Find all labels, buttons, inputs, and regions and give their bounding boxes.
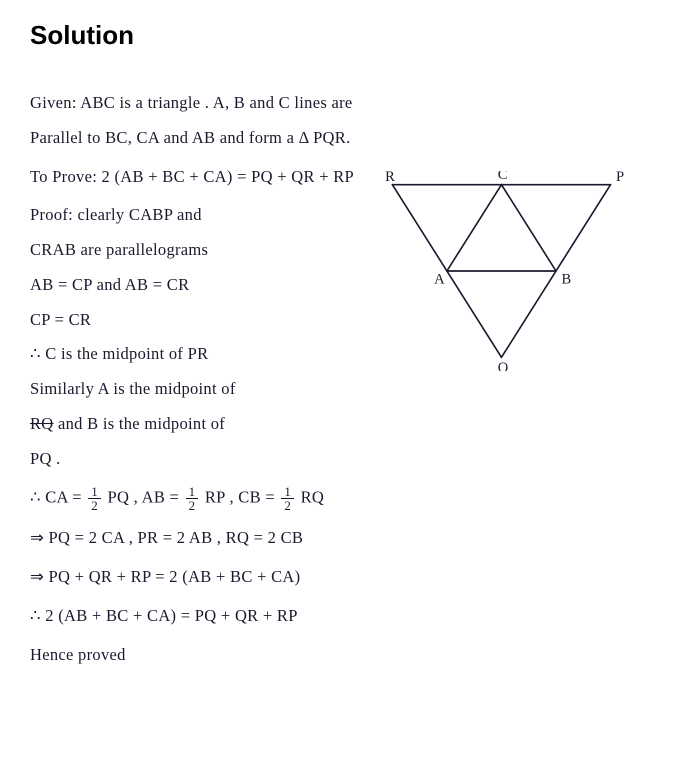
proof-line12: Hence proved bbox=[30, 643, 646, 668]
proof-line9: ⇒ PQ = 2 CA , PR = 2 AB , RQ = 2 CB bbox=[30, 526, 646, 551]
svg-text:Q: Q bbox=[498, 360, 509, 371]
svg-text:P: P bbox=[616, 171, 624, 185]
svg-text:C: C bbox=[498, 171, 508, 183]
fraction-1: 12 bbox=[88, 485, 101, 512]
proof-l6a: RQ bbox=[30, 414, 54, 433]
l8-b: RP , CB = bbox=[205, 488, 280, 507]
toprove-text: 2 (AB + BC + CA) = PQ + QR + RP bbox=[102, 167, 355, 186]
triangle-diagram: R C P A B Q bbox=[371, 171, 641, 371]
given-line2: Parallel to BC, CA and AB and form a Δ P… bbox=[30, 126, 646, 151]
proof-line11: ∴ 2 (AB + BC + CA) = PQ + QR + RP bbox=[30, 604, 646, 629]
toprove-label: To Prove: bbox=[30, 167, 97, 186]
proof-line7: PQ . bbox=[30, 447, 646, 472]
svg-text:A: A bbox=[434, 272, 445, 288]
fraction-3: 12 bbox=[281, 485, 294, 512]
handwritten-solution: Given: ABC is a triangle . A, B and C li… bbox=[30, 91, 646, 667]
svg-text:R: R bbox=[385, 171, 395, 185]
l8-c: RQ bbox=[301, 488, 325, 507]
proof-l1a: clearly CABP and bbox=[78, 205, 202, 224]
fraction-2: 12 bbox=[186, 485, 199, 512]
l8-a: PQ , AB = bbox=[108, 488, 184, 507]
given-line1: Given: ABC is a triangle . A, B and C li… bbox=[30, 91, 646, 116]
proof-line6: RQ and B is the midpoint of bbox=[30, 412, 646, 437]
given-label: Given: bbox=[30, 93, 77, 112]
proof-line8: ∴ CA = 12 PQ , AB = 12 RP , CB = 12 RQ bbox=[30, 485, 646, 512]
given-text1: ABC is a triangle . A, B and C lines are bbox=[80, 93, 352, 112]
svg-text:B: B bbox=[561, 272, 571, 288]
solution-heading: Solution bbox=[30, 20, 646, 51]
proof-line5: Similarly A is the midpoint of bbox=[30, 377, 646, 402]
l8-pre: ∴ CA = bbox=[30, 488, 86, 507]
proof-label: Proof: bbox=[30, 205, 73, 224]
proof-l6: and B is the midpoint of bbox=[54, 414, 226, 433]
proof-line10: ⇒ PQ + QR + RP = 2 (AB + BC + CA) bbox=[30, 565, 646, 590]
